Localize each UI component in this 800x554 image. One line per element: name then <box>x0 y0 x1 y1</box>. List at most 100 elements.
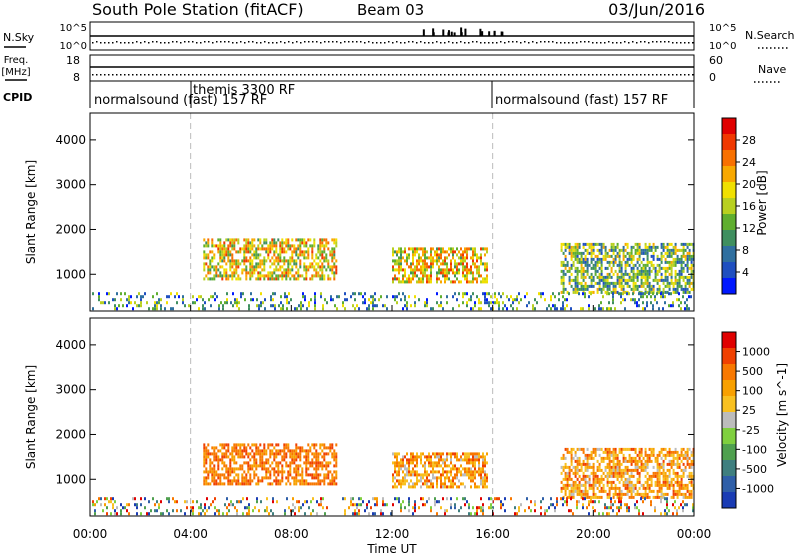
velocity-echo-cell <box>658 477 661 481</box>
power-echo-cell <box>580 260 583 264</box>
velocity-echo-cell <box>682 483 685 487</box>
power-echo-cell <box>640 269 643 273</box>
velocity-echo-cell <box>468 452 470 456</box>
power-echo-cell <box>634 287 637 291</box>
power-echo-cell <box>614 257 617 261</box>
velocity-echo-cell <box>263 467 266 471</box>
velocity-echo-cell <box>352 503 354 507</box>
power-echo-cell <box>222 307 224 311</box>
power-echo-cell <box>596 257 599 261</box>
nave-dot <box>520 74 522 76</box>
power-echo-cell <box>682 260 685 264</box>
velocity-echo-cell <box>329 461 332 465</box>
velocity-echo-cell <box>584 474 587 478</box>
power-echo-cell <box>414 304 416 308</box>
power-echo-cell <box>582 292 584 296</box>
power-echo-cell <box>196 298 198 302</box>
velocity-echo-cell <box>592 483 595 487</box>
power-echo-cell <box>202 298 204 302</box>
power-echo-cell <box>686 263 689 267</box>
power-echo-cell <box>662 266 665 270</box>
power-echo-cell <box>630 254 633 258</box>
velocity-echo-cell <box>686 450 689 454</box>
velocity-echo-cell <box>272 497 274 501</box>
velocity-echo-cell <box>319 482 322 486</box>
power-echo-cell <box>646 295 648 299</box>
velocity-echo-cell <box>233 455 236 459</box>
power-echo-cell <box>586 251 589 255</box>
power-echo-cell <box>606 251 609 255</box>
velocity-echo-cell <box>120 512 122 516</box>
velocity-echo-cell <box>333 452 336 456</box>
nave-dot <box>524 74 526 76</box>
power-echo-cell <box>442 271 444 275</box>
velocity-echo-cell <box>614 474 617 478</box>
velocity-echo-cell <box>120 509 122 513</box>
velocity-echo-cell <box>275 464 278 468</box>
velocity-echo-cell <box>291 449 294 453</box>
nave-dot <box>544 74 546 76</box>
velocity-echo-cell <box>596 480 599 484</box>
velocity-colorbar-swatch <box>722 492 736 509</box>
velocity-echo-cell <box>424 473 426 477</box>
power-echo-cell <box>297 274 300 278</box>
nsearch-dot <box>332 41 334 43</box>
velocity-echo-cell <box>452 479 454 483</box>
power-echo-cell <box>303 256 306 260</box>
power-echo-cell <box>426 262 428 266</box>
velocity-echo-cell <box>672 477 675 481</box>
velocity-echo-cell <box>205 449 208 453</box>
power-echo-cell <box>618 284 621 288</box>
power-echo-cell <box>600 263 603 267</box>
power-echo-cell <box>510 304 512 308</box>
power-echo-cell <box>182 298 184 302</box>
power-echo-cell <box>231 238 234 242</box>
power-echo-cell <box>686 257 689 261</box>
power-echo-cell <box>317 265 320 269</box>
power-echo-cell <box>602 287 605 291</box>
power-echo-cell <box>572 278 575 282</box>
velocity-echo-cell <box>333 479 336 483</box>
velocity-echo-cell <box>618 509 620 513</box>
velocity-echo-cell <box>580 492 583 496</box>
power-echo-cell <box>225 271 228 275</box>
power-echo-cell <box>584 263 587 267</box>
nave-dot <box>324 74 326 76</box>
power-echo-cell <box>253 253 256 257</box>
power-echo-cell <box>630 257 633 261</box>
power-echo-cell <box>662 292 664 296</box>
power-echo-cell <box>251 241 254 245</box>
velocity-echo-cell <box>295 455 298 459</box>
velocity-echo-cell <box>662 477 665 481</box>
power-echo-cell <box>422 268 424 272</box>
power-echo-cell <box>418 256 420 260</box>
velocity-echo-cell <box>333 482 336 486</box>
velocity-echo-cell <box>329 446 332 450</box>
velocity-echo-cell <box>660 465 663 469</box>
velocity-echo-cell <box>192 506 194 510</box>
power-echo-cell <box>174 295 176 299</box>
power-echo-cell <box>408 247 410 251</box>
velocity-echo-cell <box>664 477 667 481</box>
power-echo-cell <box>618 278 621 282</box>
velocity-echo-cell <box>620 447 623 451</box>
velocity-echo-cell <box>644 497 646 501</box>
velocity-echo-cell <box>245 476 248 480</box>
nsearch-dot <box>540 41 542 43</box>
power-echo-cell <box>672 304 674 308</box>
power-echo-cell <box>476 259 478 263</box>
velocity-echo-cell <box>612 474 615 478</box>
power-echo-cell <box>285 244 288 248</box>
power-echo-cell <box>640 284 643 288</box>
power-echo-cell <box>426 274 428 278</box>
nave-dot <box>640 74 642 76</box>
power-echo-cell <box>630 248 633 252</box>
nave-dot <box>428 74 430 76</box>
power-echo-cell <box>271 247 274 251</box>
velocity-echo-cell <box>566 480 569 484</box>
power-echo-cell <box>586 242 589 246</box>
velocity-echo-cell <box>524 509 526 513</box>
nave-dot <box>188 74 190 76</box>
velocity-echo-cell <box>646 459 649 463</box>
velocity-echo-cell <box>320 500 322 504</box>
